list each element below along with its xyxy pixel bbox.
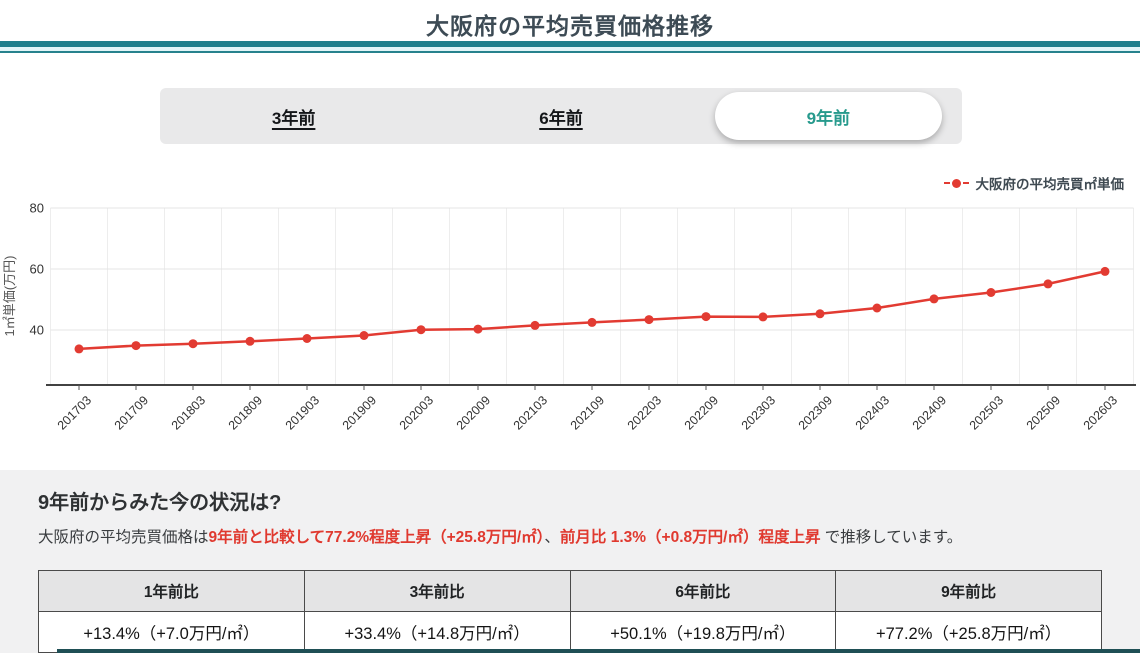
table-value-cell: +77.2%（+25.8万円/㎡） [835, 610, 1102, 653]
x-tick-label: 202603 [1081, 393, 1120, 432]
table-header-cell: 6年前比 [569, 569, 837, 612]
summary-sentence-segment: で推移しています。 [820, 529, 963, 546]
data-point[interactable] [530, 320, 540, 330]
chart-legend: 大阪府の平均売買㎡単価 [943, 173, 1125, 193]
x-tick-label: 201909 [340, 393, 379, 432]
period-tab-bar: 3年前 6年前 9年前 [160, 88, 962, 144]
y-tick-label: 40 [30, 323, 44, 338]
x-tick-label: 202003 [397, 393, 436, 432]
table-header-cell: 3年前比 [303, 569, 571, 612]
data-point[interactable] [302, 334, 312, 343]
summary-sentence-segment: 、 [544, 529, 560, 546]
tab-3years-label[interactable]: 3年前 [271, 108, 316, 128]
legend-line-dot-icon [943, 178, 969, 188]
data-point[interactable] [815, 309, 825, 319]
data-point[interactable] [245, 336, 255, 346]
table-value-cell: +13.4%（+7.0万円/㎡） [38, 610, 305, 653]
data-point[interactable] [1043, 279, 1053, 289]
y-tick-label: 80 [30, 201, 44, 216]
data-point[interactable] [986, 288, 996, 297]
x-tick-label: 202103 [511, 393, 550, 432]
summary-section: 9年前からみた今の状況は? 大阪府の平均売買価格は9年前と比較して77.2%程度… [0, 470, 1140, 653]
x-tick-label: 202509 [1024, 393, 1063, 432]
bottom-accent-bar [57, 649, 1140, 653]
x-tick-label: 202009 [454, 393, 493, 432]
data-point[interactable] [416, 325, 426, 335]
comparison-table-header-row: 1年前比 3年前比 6年前比 9年前比 [38, 569, 1102, 612]
tab-6years-label[interactable]: 6年前 [539, 108, 583, 128]
divider-line-thin [0, 51, 1140, 53]
data-point[interactable] [929, 294, 939, 304]
data-point[interactable] [1100, 266, 1110, 276]
summary-sentence-segment: 前月比 1.3%（+0.8万円/㎡）程度上昇 [559, 529, 821, 546]
summary-heading: 9年前からみた今の状況は? [38, 492, 282, 514]
x-tick-label: 202109 [568, 393, 607, 432]
x-tick-label: 202203 [625, 393, 664, 432]
tab-3years[interactable]: 3年前 [160, 88, 427, 144]
summary-sentence: 大阪府の平均売買価格は9年前と比較して77.2%程度上昇（+25.8万円/㎡）、… [38, 528, 1140, 549]
tab-6years[interactable]: 6年前 [427, 88, 694, 144]
comparison-table: 1年前比 3年前比 6年前比 9年前比 +13.4%（+7.0万円/㎡） +33.4%（… [38, 569, 1102, 653]
x-tick-label: 202503 [967, 393, 1006, 432]
data-point[interactable] [872, 303, 882, 313]
data-point[interactable] [188, 339, 198, 349]
divider-line-light [0, 47, 1140, 51]
data-point[interactable] [74, 344, 84, 354]
summary-sentence-segment: 大阪府の平均売買価格は [38, 529, 209, 546]
x-tick-label: 201703 [55, 393, 94, 432]
table-value-cell: +33.4%（+14.8万円/㎡） [303, 610, 571, 653]
title-divider [0, 41, 1140, 53]
price-trend-chart[interactable]: 40 60 80 1㎡単価(万円) 201703 201709 201803 201809 20… [0, 195, 1140, 460]
table-header-cell: 9年前比 [835, 569, 1102, 612]
data-point[interactable] [758, 312, 768, 322]
y-tick-label: 60 [30, 262, 44, 277]
x-tick-label: 202309 [796, 393, 835, 432]
x-tick-label: 201903 [283, 393, 322, 432]
data-point[interactable] [701, 312, 711, 322]
x-tick-label: 201809 [226, 393, 265, 432]
table-header-cell: 1年前比 [38, 569, 305, 612]
tab-9years-active-pill[interactable]: 9年前 [714, 92, 942, 140]
table-value-cell: +50.1%（+19.8万円/㎡） [569, 610, 837, 653]
comparison-table-value-row: +13.4%（+7.0万円/㎡） +33.4%（+14.8万円/㎡） +50.1%（… [38, 610, 1102, 653]
x-tick-label: 202209 [682, 393, 721, 432]
tab-9years[interactable]: 9年前 [695, 88, 962, 144]
data-point[interactable] [131, 341, 141, 351]
data-point[interactable] [359, 331, 369, 340]
divider-line-thick [0, 41, 1140, 47]
x-tick-label: 201803 [169, 393, 208, 432]
x-tick-label: 202403 [853, 393, 892, 432]
data-point[interactable] [587, 317, 597, 327]
summary-sentence-segment: 9年前と比較して77.2%程度上昇（+25.8万円/㎡） [208, 529, 545, 546]
x-tick-label: 201709 [112, 393, 151, 432]
x-tick-label: 202303 [739, 393, 778, 432]
page-title: 大阪府の平均売買価格推移 [426, 13, 714, 39]
price-line [78, 270, 1106, 351]
x-tick-label: 202409 [910, 393, 949, 432]
legend-label: 大阪府の平均売買㎡単価 [975, 177, 1125, 192]
y-axis-label: 1㎡単価(万円) [2, 256, 17, 337]
data-point[interactable] [644, 315, 654, 325]
data-point[interactable] [473, 324, 483, 334]
